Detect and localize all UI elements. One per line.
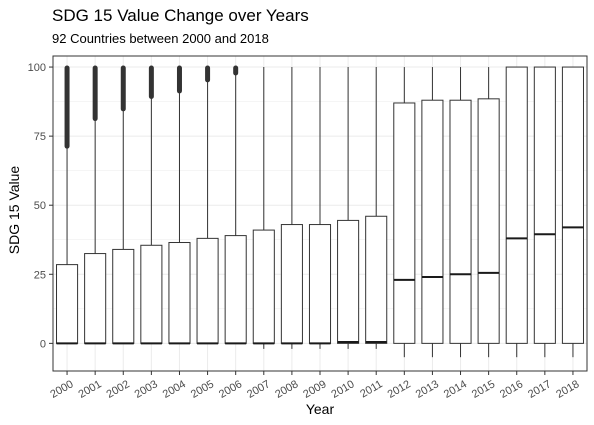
x-tick-label: 2012 bbox=[386, 378, 413, 401]
box-body bbox=[196, 237, 219, 344]
box-2006 bbox=[224, 65, 247, 345]
x-tick-label: 2015 bbox=[470, 378, 497, 401]
y-axis-title: SDG 15 Value bbox=[6, 166, 22, 255]
box-2008 bbox=[280, 67, 303, 349]
x-tick-label: 2007 bbox=[245, 378, 272, 401]
y-tick-label: 50 bbox=[34, 200, 46, 212]
outliers bbox=[233, 65, 239, 76]
box-body bbox=[505, 66, 528, 344]
x-tick-label: 2010 bbox=[329, 378, 356, 401]
chart-subtitle: 92 Countries between 2000 and 2018 bbox=[52, 31, 269, 46]
chart-title: SDG 15 Value Change over Years bbox=[52, 6, 309, 25]
box-2005 bbox=[196, 65, 219, 345]
x-tick-label: 2002 bbox=[105, 378, 132, 401]
x-tick-label: 2017 bbox=[526, 378, 553, 401]
x-axis-title: Year bbox=[306, 401, 335, 417]
y-tick-label: 0 bbox=[40, 338, 46, 350]
outliers bbox=[64, 65, 70, 149]
box-body bbox=[168, 242, 191, 344]
x-tick-label: 2004 bbox=[161, 378, 188, 401]
boxes bbox=[56, 65, 584, 358]
box-body bbox=[308, 224, 332, 344]
box-2016 bbox=[505, 66, 528, 358]
box-2000 bbox=[56, 65, 79, 345]
x-tick-label: 2000 bbox=[48, 378, 75, 401]
outliers bbox=[205, 65, 211, 83]
x-tick-label: 2014 bbox=[442, 378, 469, 401]
box-2013 bbox=[421, 67, 444, 358]
box-2009 bbox=[308, 67, 332, 349]
box-2004 bbox=[168, 65, 191, 345]
x-tick-label: 2001 bbox=[76, 378, 103, 401]
y-tick-label: 25 bbox=[34, 269, 46, 281]
x-tick-label: 2003 bbox=[133, 378, 160, 401]
box-2011 bbox=[365, 67, 388, 349]
box-body bbox=[224, 235, 247, 344]
box-body bbox=[393, 102, 416, 344]
box-2018 bbox=[561, 66, 584, 358]
box-body bbox=[561, 66, 584, 344]
x-tick-label: 2009 bbox=[301, 378, 328, 401]
x-tick-label: 2016 bbox=[498, 378, 525, 401]
y-tick-label: 100 bbox=[28, 62, 46, 74]
outliers bbox=[120, 65, 126, 112]
box-body bbox=[337, 219, 360, 344]
box-body bbox=[56, 264, 79, 344]
box-body bbox=[449, 99, 472, 344]
box-body bbox=[84, 253, 107, 344]
box-body bbox=[365, 215, 388, 344]
box-2014 bbox=[449, 67, 472, 358]
box-body bbox=[280, 224, 303, 344]
box-body bbox=[112, 248, 135, 344]
y-tick-label: 75 bbox=[34, 131, 46, 143]
outliers bbox=[176, 65, 182, 94]
x-tick-label: 2018 bbox=[554, 378, 581, 401]
box-body bbox=[140, 244, 163, 344]
box-body bbox=[421, 99, 444, 344]
x-tick-label: 2005 bbox=[189, 378, 216, 401]
box-2010 bbox=[337, 67, 360, 349]
x-tick-label: 2008 bbox=[273, 378, 300, 401]
outliers bbox=[148, 65, 154, 99]
box-2002 bbox=[112, 65, 135, 345]
outliers bbox=[92, 65, 98, 122]
box-body bbox=[533, 66, 556, 344]
box-2012 bbox=[393, 67, 416, 358]
box-2003 bbox=[140, 65, 163, 345]
box-2015 bbox=[477, 67, 500, 358]
box-body bbox=[477, 98, 500, 344]
box-2007 bbox=[252, 67, 275, 349]
box-body bbox=[252, 229, 275, 344]
x-tick-label: 2011 bbox=[358, 378, 384, 400]
x-tick-label: 2006 bbox=[217, 378, 244, 401]
x-tick-label: 2013 bbox=[414, 378, 441, 401]
box-2017 bbox=[533, 66, 556, 358]
box-2001 bbox=[84, 65, 107, 345]
